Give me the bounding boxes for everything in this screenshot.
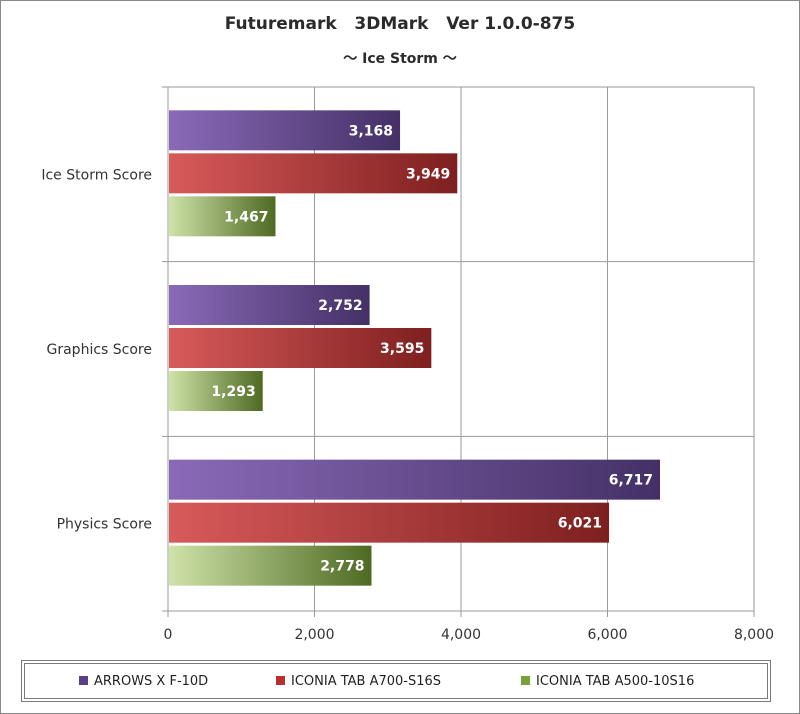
bar-iconia-a500-graphics (169, 371, 263, 411)
legend-swatch-iconia-a500 (521, 676, 530, 685)
legend-item-iconia-a700: ICONIA TAB A700-S16S (276, 674, 441, 689)
bar-iconia-a700-ice-storm (169, 153, 458, 194)
x-tick-label: 4,000 (441, 627, 481, 643)
data-label-arrows-x-ice-storm: 3,168 (349, 123, 393, 139)
bar-iconia-a500-ice-storm (169, 196, 276, 237)
legend: ARROWS X F-10D ICONIA TAB A700-S16S ICON… (21, 660, 771, 702)
data-label-arrows-x-graphics: 2,752 (318, 298, 362, 314)
x-tick-label: 8,000 (734, 627, 774, 643)
data-label-iconia-a700-physics: 6,021 (558, 516, 602, 532)
plot-area: 0 2,000 4,000 6,000 8,000 Ice Storm Score 3,16… (41, 86, 774, 643)
bar-iconia-a500-physics (169, 545, 372, 586)
chart-subtitle: ～ Ice Storm ～ (343, 51, 457, 67)
category-label-graphics: Graphics Score (47, 342, 153, 358)
x-tick-label: 2,000 (294, 627, 334, 643)
legend-label-arrows-x: ARROWS X F-10D (94, 674, 209, 689)
bar-iconia-a700-physics (169, 502, 610, 543)
bar-iconia-a700-graphics (169, 328, 432, 368)
chart-title: Futuremark 3DMark Ver 1.0.0-875 (225, 14, 575, 34)
bar-arrows-x-graphics (169, 285, 370, 325)
legend-item-arrows-x: ARROWS X F-10D (79, 674, 208, 689)
legend-item-iconia-a500: ICONIA TAB A500-10S16 (521, 674, 694, 689)
bar-arrows-x-physics (169, 459, 661, 500)
data-label-arrows-x-physics: 6,717 (609, 473, 653, 489)
bar-arrows-x-ice-storm (169, 110, 401, 151)
data-label-iconia-a700-graphics: 3,595 (380, 341, 424, 357)
x-tick-label: 0 (164, 627, 173, 643)
legend-label-iconia-a700: ICONIA TAB A700-S16S (291, 674, 442, 689)
data-label-iconia-a700-ice-storm: 3,949 (406, 166, 450, 182)
data-label-iconia-a500-graphics: 1,293 (211, 384, 255, 400)
data-label-iconia-a500-physics: 2,778 (320, 559, 364, 575)
x-tick-label: 6,000 (587, 627, 627, 643)
legend-inner-border: ARROWS X F-10D ICONIA TAB A700-S16S ICON… (24, 663, 768, 699)
legend-swatch-arrows-x (79, 676, 88, 685)
legend-label-iconia-a500: ICONIA TAB A500-10S16 (536, 674, 695, 689)
category-label-ice-storm: Ice Storm Score (41, 167, 152, 183)
category-label-physics: Physics Score (57, 517, 152, 533)
data-label-iconia-a500-ice-storm: 1,467 (224, 209, 268, 225)
legend-swatch-iconia-a700 (276, 676, 285, 685)
